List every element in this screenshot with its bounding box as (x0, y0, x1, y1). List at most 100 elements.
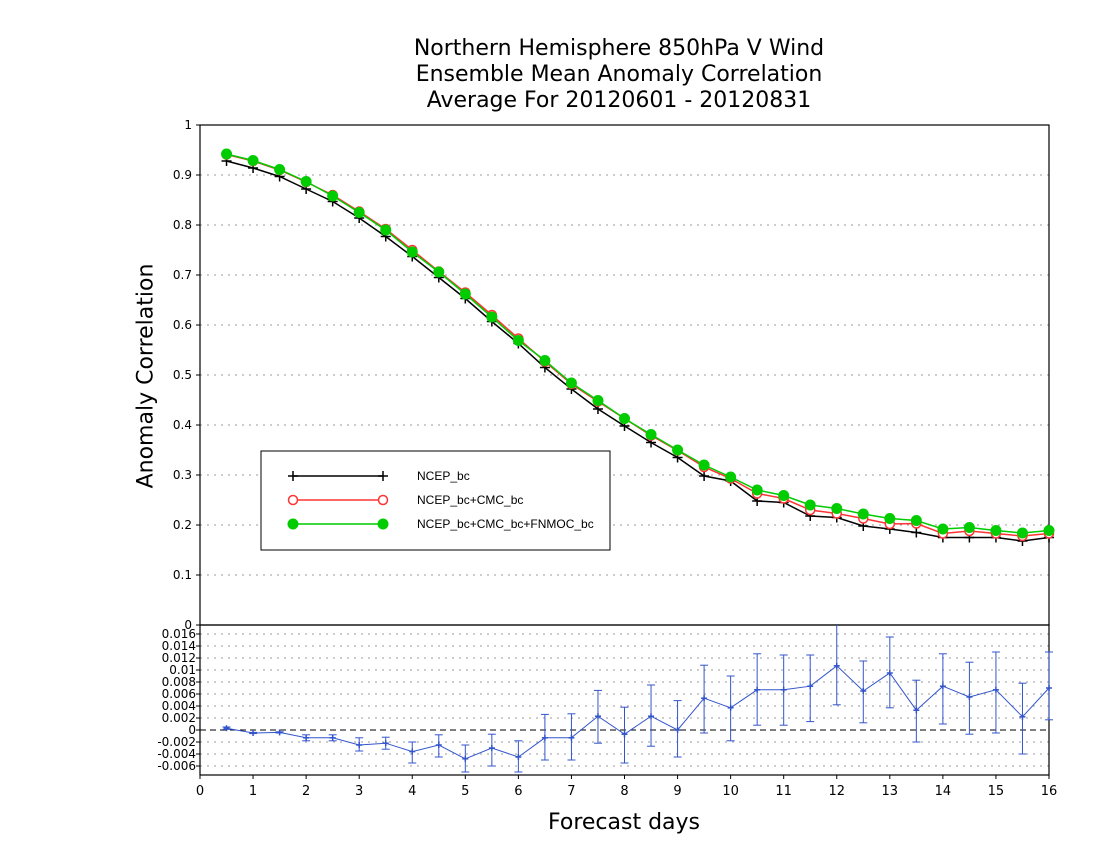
bottom-y-tick-label: 0.014 (162, 639, 196, 653)
top-y-tick-label: 0.5 (173, 368, 192, 382)
difference-point (754, 686, 761, 693)
top-y-tick-label: 0.8 (173, 218, 192, 232)
series-2-point (459, 288, 471, 300)
difference-point (250, 730, 257, 736)
x-tick-label: 8 (620, 784, 628, 799)
series-2-point (406, 246, 418, 258)
series-2-point (433, 266, 445, 278)
bottom-y-tick-label: 0.01 (169, 663, 196, 677)
difference-point (727, 704, 734, 711)
difference-point (621, 731, 628, 738)
x-tick-label: 6 (514, 784, 522, 799)
x-axis-label: Forecast days (547, 810, 701, 835)
title-line-2: Ensemble Mean Anomaly Correlation (415, 62, 823, 87)
difference-point (568, 734, 575, 741)
bottom-y-tick-label: 0.016 (162, 627, 196, 641)
bottom-y-tick-label: 0 (188, 723, 196, 737)
difference-point (356, 742, 363, 748)
difference-point (913, 707, 920, 714)
title-line-1: Northern Hemisphere 850hPa V Wind (413, 36, 825, 61)
difference-point (223, 725, 230, 732)
difference-line (226, 665, 1050, 760)
series-2-point (274, 164, 286, 175)
x-tick-label: 13 (882, 784, 899, 799)
difference-point (701, 695, 708, 702)
series-2-point (963, 522, 975, 533)
bottom-y-tick-label: -0.004 (157, 747, 196, 761)
series-2-point (725, 471, 737, 483)
difference-point (409, 748, 416, 755)
series-2-point (353, 207, 365, 218)
bottom-y-tick-label: 0.004 (162, 699, 196, 713)
x-tick-label: 14 (935, 784, 952, 799)
series-2-point (1043, 525, 1055, 536)
series-2-point (937, 523, 949, 535)
x-tick-label: 11 (775, 784, 792, 799)
legend-label-2: NCEP_bc+CMC_bc+FNMOC_bc (417, 517, 594, 531)
x-tick-label: 3 (355, 784, 363, 799)
series-2-point (645, 429, 657, 440)
difference-point (594, 713, 601, 720)
difference-point (648, 713, 655, 720)
difference-point (382, 740, 389, 747)
series-2-point (539, 355, 551, 366)
series-0-point (699, 471, 710, 481)
difference-point (462, 755, 469, 762)
difference-point (1019, 713, 1026, 720)
legend-label-1: NCEP_bc+CMC_bc (417, 493, 523, 507)
bottom-y-tick-label: -0.006 (157, 759, 196, 773)
bottom-y-tick-label: 0.012 (162, 651, 196, 665)
top-y-tick-label: 0.7 (173, 268, 192, 282)
difference-point (886, 670, 893, 676)
series-2-point (619, 413, 630, 424)
series-2-point (300, 176, 312, 187)
series-2-point (778, 490, 790, 501)
difference-point (541, 734, 548, 741)
bottom-y-tick-label: -0.002 (157, 735, 196, 749)
series-2-point (990, 525, 1002, 536)
top-y-tick-label: 0.4 (173, 418, 192, 432)
bottom-y-tick-label: 0.006 (162, 687, 196, 701)
difference-point (303, 734, 310, 741)
top-y-tick-label: 0 (184, 618, 192, 632)
difference-point (966, 694, 973, 700)
bottom-y-tick-label: 0.008 (162, 675, 196, 689)
series-2-point (804, 499, 816, 511)
x-tick-label: 10 (722, 784, 739, 799)
difference-point (1046, 685, 1052, 691)
legend-marker-1 (287, 494, 299, 506)
x-tick-label: 2 (302, 784, 310, 799)
series-2-point (751, 484, 763, 496)
difference-point (488, 745, 495, 751)
top-y-tick-label: 0.6 (173, 318, 192, 332)
series-2-point (672, 444, 684, 456)
legend-marker-1 (377, 494, 389, 506)
series-2-point (857, 508, 869, 520)
top-y-tick-label: 0.2 (173, 518, 192, 532)
bottom-y-tick-label: 0.002 (162, 711, 196, 725)
top-y-tick-label: 0.9 (173, 168, 192, 182)
x-tick-label: 1 (249, 784, 257, 799)
difference-point (276, 729, 283, 736)
series-0-point (911, 527, 922, 538)
series-2-point (512, 335, 524, 346)
difference-point (435, 742, 442, 748)
series-2-point (221, 148, 233, 160)
difference-point (992, 686, 999, 693)
x-tick-label: 4 (408, 784, 416, 799)
difference-point (939, 683, 946, 690)
legend-marker-0 (288, 471, 298, 481)
top-y-tick-label: 0.3 (173, 468, 192, 482)
series-2-point (380, 224, 392, 236)
x-tick-label: 7 (567, 784, 575, 799)
legend-marker-0 (378, 471, 388, 481)
series-2-point (247, 155, 259, 166)
x-tick-label: 12 (828, 784, 845, 799)
x-tick-label: 0 (196, 784, 204, 799)
chart-title: Northern Hemisphere 850hPa V Wind Ensemb… (0, 36, 1100, 114)
series-2-point (831, 503, 843, 514)
legend-label-0: NCEP_bc (417, 469, 470, 483)
legend-marker-2 (287, 518, 299, 530)
series-2-point (1016, 527, 1028, 539)
